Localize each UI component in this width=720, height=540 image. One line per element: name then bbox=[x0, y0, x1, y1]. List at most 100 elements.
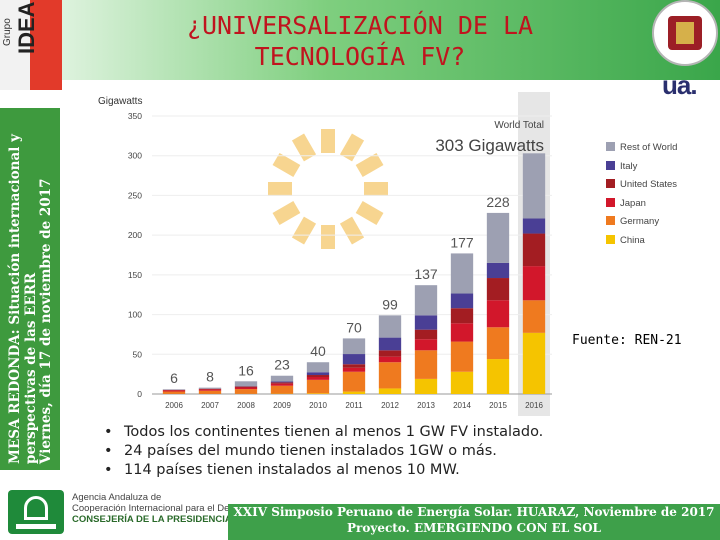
x-tick-label-2008: 2008 bbox=[237, 401, 255, 410]
bar-2010-italy bbox=[306, 372, 330, 376]
slide-title: ¿UNIVERSALIZACIÓN DE LA TECNOLOGÍA FV? bbox=[100, 10, 620, 72]
logo-grupo-text: Grupo bbox=[2, 18, 13, 46]
legend-item-rest-of-world: Rest of World bbox=[606, 142, 677, 153]
sun-ray-1 bbox=[355, 200, 384, 226]
bar-2015-united-states bbox=[486, 278, 510, 301]
sun-ray-0 bbox=[364, 182, 388, 196]
bar-2011-germany bbox=[342, 371, 366, 392]
y-tick-label-50: 50 bbox=[133, 349, 143, 359]
bar-2016-rest-of-world bbox=[522, 153, 546, 219]
side-caption-line-1: MESA REDONDA: Situación internacional y bbox=[7, 134, 23, 464]
sun-ray-3 bbox=[321, 225, 335, 249]
logo-arch bbox=[24, 496, 48, 520]
grupo-idea-logo: Grupo IDEA bbox=[0, 0, 62, 90]
sun-ray-6 bbox=[268, 182, 292, 196]
world-total-label: World Total bbox=[494, 120, 544, 131]
bar-2013-japan bbox=[414, 339, 438, 351]
agency-line-1: Agencia Andaluza de bbox=[72, 492, 162, 503]
legend-item-germany: Germany bbox=[606, 216, 659, 227]
x-tick-label-2011: 2011 bbox=[345, 401, 363, 410]
agency-line-2: Cooperación Internacional para el Desarr… bbox=[72, 503, 261, 514]
bar-2014-japan bbox=[450, 323, 474, 342]
legend-label: United States bbox=[620, 179, 678, 191]
university-logo-text: ua. bbox=[662, 70, 698, 100]
x-tick-label-2009: 2009 bbox=[273, 401, 291, 410]
total-label-2015: 228 bbox=[486, 194, 510, 210]
university-seal-icon bbox=[652, 0, 718, 66]
bar-2010-germany bbox=[306, 379, 330, 394]
bar-2008-rest-of-world bbox=[234, 381, 258, 387]
bar-2015-italy bbox=[486, 262, 510, 279]
footer-band: XXIV Simposio Peruano de Energía Solar. … bbox=[228, 504, 720, 540]
bar-2007-united-states bbox=[198, 388, 222, 390]
bar-2011-united-states bbox=[342, 364, 366, 368]
x-tick-label-2007: 2007 bbox=[201, 401, 219, 410]
sun-ray-2 bbox=[339, 216, 365, 245]
header-band bbox=[0, 0, 720, 80]
total-label-2013: 137 bbox=[414, 266, 438, 282]
sun-ray-9 bbox=[321, 129, 335, 153]
legend-item-united-states: United States bbox=[606, 179, 677, 190]
y-tick-label-300: 300 bbox=[128, 151, 142, 161]
legend-swatch bbox=[606, 235, 615, 244]
logo-bar bbox=[16, 524, 56, 529]
title-line-1: ¿UNIVERSALIZACIÓN DE LA bbox=[186, 11, 534, 40]
x-tick-label-2006: 2006 bbox=[165, 401, 183, 410]
bar-2010-rest-of-world bbox=[306, 362, 330, 373]
legend-item-china: China bbox=[606, 235, 645, 246]
total-label-2010: 40 bbox=[310, 343, 326, 359]
bar-2012-germany bbox=[378, 362, 402, 389]
legend-label: Italy bbox=[620, 160, 638, 172]
bar-2013-italy bbox=[414, 315, 438, 330]
logo-idea-text: IDEA bbox=[14, 1, 39, 54]
logo-red-block bbox=[30, 0, 62, 90]
y-tick-label-350: 350 bbox=[128, 111, 142, 121]
bar-2016-china bbox=[522, 332, 546, 394]
bar-2011-italy bbox=[342, 354, 366, 365]
side-caption-line-2: perspectivas de las EERR bbox=[22, 272, 39, 464]
junta-andalucia-logo-icon bbox=[8, 490, 64, 534]
total-label-2014: 177 bbox=[450, 234, 474, 250]
pv-capacity-chart: Gigawatts 0 50 100 150 200 250 300 350 2006 6 2007 8… bbox=[96, 82, 564, 418]
bar-2012-china bbox=[378, 388, 402, 394]
bar-2008-japan bbox=[234, 387, 258, 390]
bar-2012-italy bbox=[378, 337, 402, 351]
bar-2010-china bbox=[306, 393, 330, 394]
source-note: Fuente: REN-21 bbox=[572, 333, 682, 348]
sun-ray-11 bbox=[355, 152, 384, 178]
total-label-2006: 6 bbox=[170, 370, 178, 386]
sun-ray-5 bbox=[272, 200, 301, 226]
side-caption: MESA REDONDA: Situación internacional y … bbox=[7, 112, 55, 464]
footer: Agencia Andaluza de Cooperación Internac… bbox=[0, 488, 720, 540]
bar-2011-japan bbox=[342, 367, 366, 372]
footer-band-line-2: Proyecto. EMERGIENDO CON EL SOL bbox=[347, 521, 601, 535]
legend-swatch bbox=[606, 216, 615, 226]
legend-label: Japan bbox=[620, 197, 646, 209]
bar-2010-united-states bbox=[306, 375, 330, 378]
seal-emblem bbox=[676, 22, 694, 44]
x-tick-label-2015: 2015 bbox=[489, 401, 507, 410]
legend-label: Germany bbox=[620, 216, 660, 228]
legend-swatch bbox=[606, 160, 615, 170]
legend-label: China bbox=[620, 235, 645, 246]
bar-2016-japan bbox=[522, 266, 546, 301]
sun-ray-4 bbox=[291, 216, 317, 245]
footer-band-line-1: XXIV Simposio Peruano de Energía Solar. … bbox=[233, 505, 715, 519]
bar-2014-italy bbox=[450, 293, 474, 309]
legend-swatch bbox=[606, 142, 615, 151]
bar-2007-japan bbox=[198, 389, 222, 391]
y-tick-label-200: 200 bbox=[128, 230, 142, 240]
bullet-item-3: 114 países tienen instalados al menos 10… bbox=[100, 461, 660, 480]
bar-2013-rest-of-world bbox=[414, 285, 438, 316]
sun-ray-8 bbox=[291, 133, 317, 162]
world-total-value: 303 Gigawatts bbox=[435, 136, 544, 155]
total-label-2011: 70 bbox=[346, 319, 362, 335]
bar-2016-germany bbox=[522, 300, 546, 333]
x-tick-label-2012: 2012 bbox=[381, 401, 399, 410]
bar-2009-united-states bbox=[270, 382, 294, 384]
bar-2015-china bbox=[486, 359, 510, 394]
bar-2015-japan bbox=[486, 300, 510, 328]
legend-item-italy: Italy bbox=[606, 160, 638, 172]
bar-2006-germany bbox=[162, 391, 186, 394]
bar-2014-rest-of-world bbox=[450, 253, 474, 294]
